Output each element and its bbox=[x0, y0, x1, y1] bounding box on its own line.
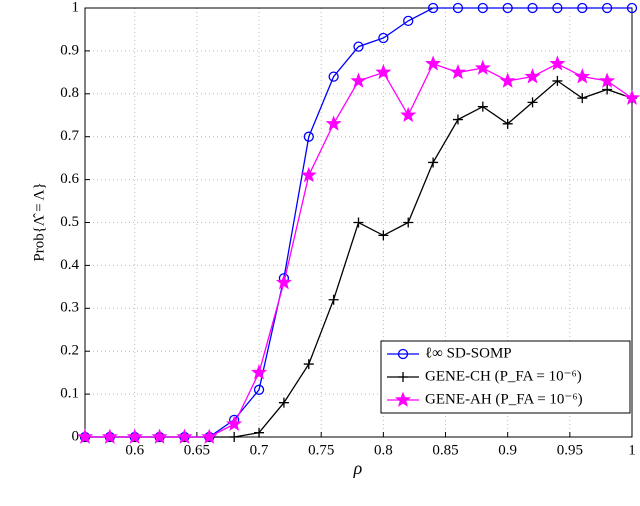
marker bbox=[303, 131, 314, 142]
marker bbox=[549, 55, 566, 71]
x-tick-label: 0.7 bbox=[250, 442, 269, 458]
y-tick-label: 0.9 bbox=[60, 42, 79, 58]
marker bbox=[303, 359, 314, 370]
x-tick-label: 0.6 bbox=[125, 442, 144, 458]
marker bbox=[502, 2, 513, 14]
marker bbox=[353, 41, 364, 52]
marker bbox=[126, 428, 143, 444]
x-tick-label: 0.9 bbox=[498, 442, 517, 458]
marker bbox=[599, 72, 616, 88]
x-tick-label: 0.75 bbox=[308, 442, 334, 458]
marker bbox=[623, 89, 640, 105]
y-tick-label: 0.7 bbox=[60, 128, 79, 144]
marker bbox=[353, 217, 364, 228]
x-axis-label: ρ bbox=[353, 458, 363, 478]
marker bbox=[253, 384, 265, 395]
marker bbox=[574, 68, 591, 84]
y-tick-label: 0.2 bbox=[60, 343, 79, 359]
marker bbox=[502, 118, 513, 129]
marker bbox=[76, 428, 94, 444]
x-tick-label: 1 bbox=[628, 442, 636, 458]
marker bbox=[577, 93, 588, 104]
legend-box bbox=[380, 340, 631, 414]
y-tick-label: 0.3 bbox=[60, 300, 79, 316]
marker bbox=[474, 59, 491, 75]
marker bbox=[300, 166, 317, 183]
x-tick-label: 0.8 bbox=[374, 442, 393, 458]
marker bbox=[452, 2, 464, 14]
marker bbox=[552, 75, 563, 86]
marker bbox=[524, 68, 541, 84]
marker bbox=[403, 217, 414, 228]
marker bbox=[278, 397, 289, 408]
legend-label: GENE-CH (P_FA = 10⁻⁶) bbox=[425, 368, 582, 384]
marker bbox=[400, 106, 417, 123]
y-tick-label: 0.6 bbox=[60, 171, 79, 187]
marker bbox=[350, 72, 367, 88]
x-tick-label: 0.95 bbox=[557, 442, 583, 458]
marker bbox=[398, 372, 408, 382]
marker bbox=[427, 2, 439, 14]
marker bbox=[151, 428, 168, 444]
marker bbox=[527, 97, 538, 108]
marker bbox=[394, 391, 412, 407]
y-tick-label: 0.1 bbox=[60, 386, 79, 402]
y-tick-label: 0.5 bbox=[60, 214, 79, 230]
marker bbox=[378, 230, 389, 241]
y-tick-label: 0.8 bbox=[60, 85, 79, 101]
marker bbox=[477, 2, 488, 14]
marker bbox=[275, 274, 292, 290]
marker bbox=[375, 63, 392, 80]
marker bbox=[602, 84, 613, 95]
marker bbox=[499, 72, 516, 88]
legend: ℓ∞ SD-SOMP GENE-CH (P_FA = 10⁻⁶) GENE-AH (… bbox=[380, 340, 631, 414]
x-tick-label: 0.85 bbox=[432, 442, 458, 458]
marker bbox=[378, 32, 389, 44]
marker bbox=[626, 2, 638, 14]
marker bbox=[101, 428, 118, 444]
y-tick-label: 0.4 bbox=[60, 257, 79, 273]
y-axis-label: Prob{Λ̂ = Λ} bbox=[31, 182, 47, 261]
x-tick-label: 0.65 bbox=[184, 442, 210, 458]
marker bbox=[577, 2, 588, 14]
marker bbox=[176, 428, 193, 444]
marker bbox=[449, 63, 466, 80]
marker bbox=[229, 432, 240, 442]
marker bbox=[201, 428, 218, 444]
marker bbox=[552, 2, 563, 14]
marker bbox=[452, 114, 463, 125]
marker bbox=[251, 364, 268, 380]
marker bbox=[254, 427, 265, 438]
marker bbox=[397, 348, 409, 360]
marker bbox=[328, 294, 339, 305]
marker bbox=[325, 115, 342, 131]
marker bbox=[226, 415, 243, 431]
marker bbox=[328, 71, 339, 82]
legend-label: ℓ∞ SD-SOMP bbox=[425, 345, 512, 361]
marker bbox=[527, 2, 538, 14]
plot-frame bbox=[84, 7, 633, 438]
marker bbox=[477, 101, 488, 112]
y-tick-label: 0 bbox=[72, 428, 80, 444]
marker bbox=[601, 2, 613, 14]
y-tick-label: 1 bbox=[72, 0, 80, 15]
legend-label: GENE-AH (P_FA = 10⁻⁶) bbox=[425, 391, 583, 407]
marker bbox=[425, 55, 442, 71]
marker bbox=[428, 157, 439, 168]
marker bbox=[403, 15, 414, 27]
